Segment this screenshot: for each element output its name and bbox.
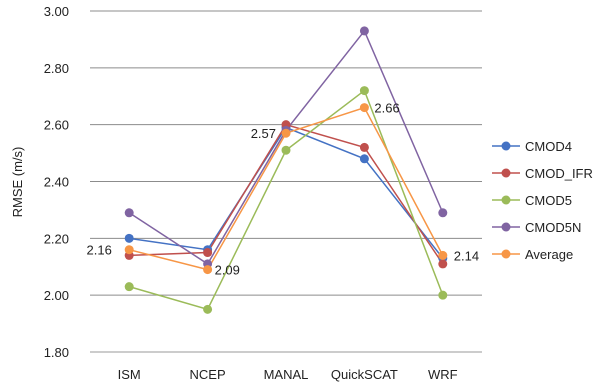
- legend-label: CMOD5: [525, 193, 572, 208]
- y-tick-label: 2.00: [44, 288, 69, 303]
- data-label: 2.57: [251, 126, 276, 141]
- y-tick-label: 2.40: [44, 175, 69, 190]
- data-label: 2.16: [87, 243, 112, 258]
- x-tick-label: NCEP: [190, 367, 226, 382]
- data-point-average: [281, 128, 291, 138]
- y-tick-label: 2.20: [44, 231, 69, 246]
- series-lines: [128, 29, 444, 311]
- data-point-cmod5n: [438, 208, 448, 218]
- data-point-cmod5: [438, 290, 448, 300]
- data-point-cmod4: [359, 154, 369, 164]
- data-point-cmod5: [359, 86, 369, 96]
- legend-label: Average: [525, 247, 573, 262]
- y-tick-label: 1.80: [44, 345, 69, 360]
- data-point-cmod5n: [124, 208, 134, 218]
- data-point-average: [124, 245, 134, 255]
- data-point-cmod5n: [359, 26, 369, 36]
- legend-marker: [501, 141, 511, 151]
- x-tick-label: WRF: [428, 367, 458, 382]
- data-label: 2.66: [374, 101, 399, 116]
- series-points: [124, 26, 448, 314]
- grid-lines: [90, 10, 482, 353]
- x-tick-label: ISM: [118, 367, 141, 382]
- data-point-cmod5: [124, 282, 134, 292]
- legend-label: CMOD_IFR: [525, 166, 593, 181]
- y-tick-label: 2.60: [44, 118, 69, 133]
- data-label: 2.14: [454, 248, 479, 263]
- data-point-cmod4: [124, 233, 134, 243]
- data-point-cmod5: [203, 304, 213, 314]
- legend-marker: [501, 168, 511, 178]
- y-tick-label: 3.00: [44, 4, 69, 19]
- legend-label: CMOD5N: [525, 220, 581, 235]
- legend-label: CMOD4: [525, 139, 572, 154]
- legend: CMOD4 CMOD_IFR CMOD5 CMOD5N Average: [492, 139, 593, 262]
- legend-marker: [501, 249, 511, 259]
- x-tick-label: QuickSCAT: [331, 367, 398, 382]
- data-point-cmod-ifr: [359, 142, 369, 152]
- data-point-cmod-ifr: [438, 259, 448, 269]
- y-tick-labels: 1.80 2.00 2.20 2.40 2.60 2.80 3.00: [44, 4, 69, 360]
- data-point-cmod-ifr: [203, 248, 213, 258]
- x-tick-labels: ISM NCEP MANAL QuickSCAT WRF: [118, 367, 458, 382]
- data-point-cmod5: [281, 145, 291, 155]
- legend-marker: [501, 195, 511, 205]
- x-tick-label: MANAL: [264, 367, 309, 382]
- y-axis-title: RMSE (m/s): [10, 147, 25, 218]
- y-tick-label: 2.80: [44, 61, 69, 76]
- data-labels: 2.16 2.09 2.57 2.66 2.14: [87, 101, 480, 278]
- data-label: 2.09: [215, 263, 240, 278]
- data-point-average: [438, 250, 448, 260]
- data-point-average: [359, 103, 369, 113]
- data-point-average: [203, 265, 213, 275]
- legend-marker: [501, 222, 511, 232]
